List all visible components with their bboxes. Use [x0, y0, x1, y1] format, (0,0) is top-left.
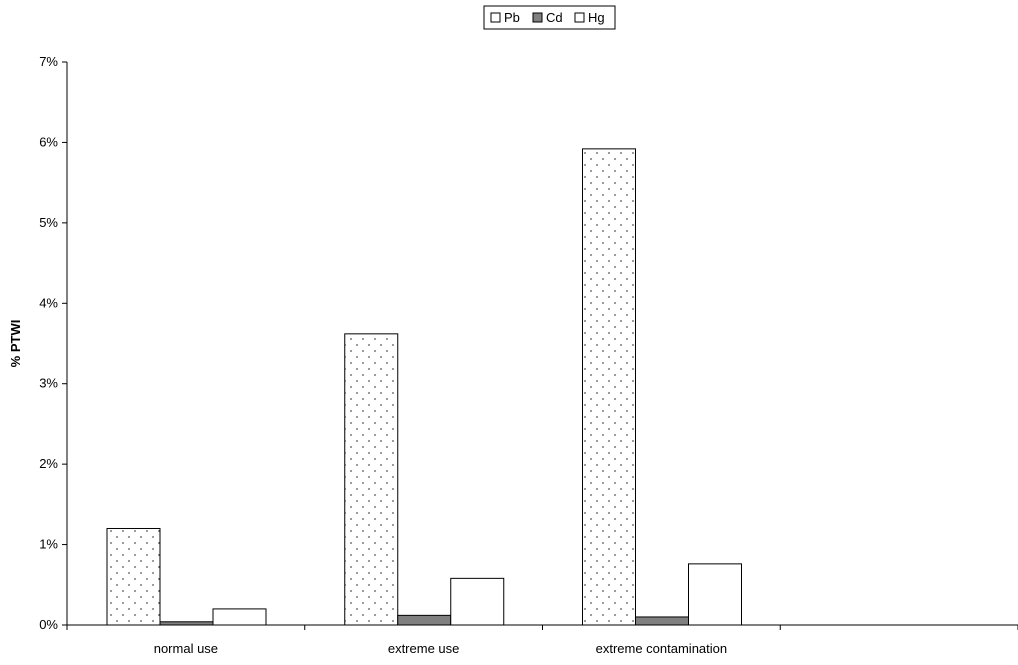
- y-tick-label: 5%: [39, 215, 58, 230]
- bars: [106, 148, 742, 626]
- bar-pb: [106, 527, 161, 626]
- bar-hg: [688, 563, 742, 626]
- legend-box: [483, 5, 616, 30]
- bar-cd: [635, 616, 689, 626]
- x-tick-label: extreme use: [388, 641, 460, 656]
- y-tick-label: 7%: [39, 54, 58, 69]
- y-tick-label: 3%: [39, 376, 58, 391]
- x-tick-label: normal use: [154, 641, 218, 656]
- y-tick-label: 6%: [39, 134, 58, 149]
- bar-cd: [159, 621, 214, 626]
- legend-label: Pb: [504, 10, 520, 25]
- bar-pb: [582, 148, 636, 626]
- legend: Pb Cd Hg: [483, 5, 616, 30]
- legend-swatch: [574, 12, 585, 23]
- x-tick-label: extreme contamination: [596, 641, 728, 656]
- y-axis-title: % PTWI: [8, 320, 23, 368]
- legend-label: Hg: [588, 10, 605, 25]
- y-tick-label: 2%: [39, 456, 58, 471]
- y-tick-label: 4%: [39, 295, 58, 310]
- legend-swatch: [490, 12, 501, 23]
- legend-label: Cd: [546, 10, 563, 25]
- y-tick-label: 1%: [39, 537, 58, 552]
- bar-hg: [212, 608, 267, 626]
- bar-cd: [397, 614, 452, 626]
- legend-swatch: [532, 12, 543, 23]
- axes: [62, 61, 1018, 630]
- y-tick-label: 0%: [39, 617, 58, 632]
- axis-labels: 0% 1% 2% 3% 4% 5% 6% 7% % PTWI normal use extreme …: [8, 54, 727, 656]
- bar-pb: [344, 333, 399, 626]
- bar-hg: [450, 577, 505, 626]
